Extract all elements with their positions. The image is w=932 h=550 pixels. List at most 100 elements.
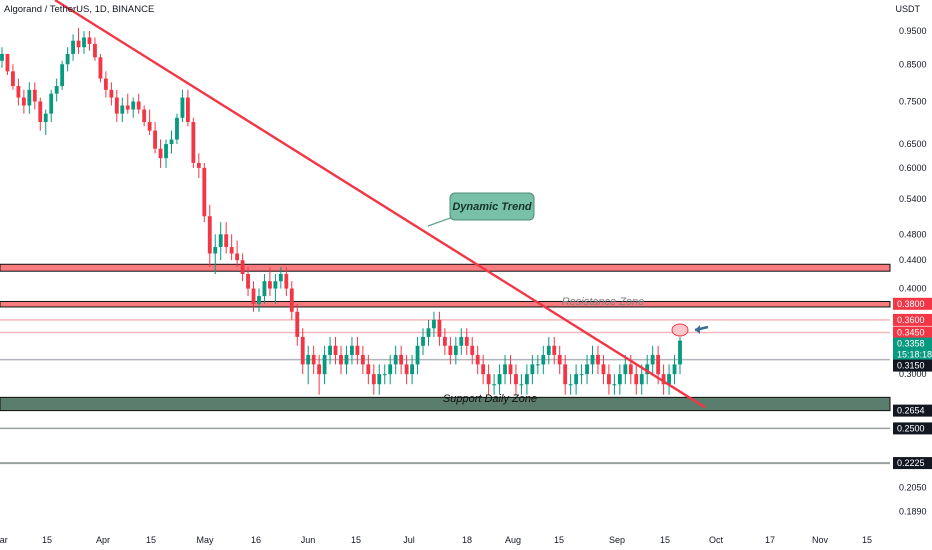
- dynamic-trend-label: Dynamic Trend: [452, 201, 532, 213]
- candle-body: [229, 246, 234, 254]
- candles: [0, 28, 682, 395]
- candle-body: [492, 384, 497, 386]
- candle-body: [628, 364, 633, 375]
- candle-body: [317, 364, 322, 375]
- y-tick-label: 0.6500: [899, 139, 927, 149]
- candle-body: [76, 40, 81, 48]
- candle-body: [289, 288, 294, 312]
- candle-body: [273, 281, 278, 289]
- y-tick-label: 0.2050: [899, 482, 927, 492]
- price-badge: [893, 404, 932, 417]
- price-badge: [893, 313, 932, 326]
- candle-body: [617, 374, 622, 385]
- price-badge-label: 0.3358: [897, 339, 925, 349]
- x-tick-label: 15: [862, 535, 872, 545]
- dynamic-trendline: [54, 0, 706, 409]
- x-tick-label: 15: [660, 535, 670, 545]
- candle-body: [207, 216, 212, 254]
- candle-body: [114, 97, 119, 114]
- price-badge-label: 0.2225: [897, 458, 925, 468]
- candle-body: [639, 374, 644, 385]
- price-badges: 0.38000.36000.34500.335815:18:180.31500.…: [893, 297, 932, 470]
- price-badge-label: 15:18:18: [897, 350, 932, 360]
- candle-body: [300, 336, 305, 365]
- x-tick-label: Apr: [96, 535, 110, 545]
- candle-body: [421, 336, 425, 346]
- candle-body: [497, 374, 502, 385]
- candle-body: [202, 167, 207, 217]
- candle-body: [382, 374, 387, 376]
- candle-body: [541, 354, 546, 365]
- candle-body: [656, 354, 661, 375]
- price-badge-label: 0.2500: [897, 423, 925, 433]
- candle-body: [142, 109, 147, 123]
- x-tick-label: Aug: [505, 535, 521, 545]
- candle-body: [322, 354, 327, 375]
- x-tick-label: Sep: [609, 535, 625, 545]
- candle-body: [464, 336, 469, 346]
- candle-body: [251, 288, 256, 304]
- candle-body: [672, 364, 677, 375]
- candle-body: [109, 89, 114, 98]
- chart-title: Algorand / TetherUS, 1D, BINANCE: [4, 4, 155, 15]
- candle-body: [432, 319, 436, 329]
- x-tick-label: Jul: [403, 535, 415, 545]
- x-tick-label: 15: [42, 535, 52, 545]
- candle-body: [93, 43, 97, 58]
- candle-body: [213, 246, 218, 254]
- price-badge-label: 0.3600: [897, 315, 925, 325]
- candle-body: [284, 274, 289, 289]
- candle-body: [399, 354, 404, 365]
- y-tick-label: 0.4000: [899, 284, 927, 294]
- candle-body: [377, 374, 382, 385]
- candle-body: [120, 105, 125, 114]
- candle-body: [475, 354, 480, 365]
- candle-body: [147, 122, 152, 131]
- candle-body: [38, 101, 43, 123]
- candle-body: [191, 122, 196, 163]
- candle-body: [623, 364, 628, 375]
- candle-body: [136, 101, 141, 110]
- candle-body: [678, 340, 682, 365]
- candle-body: [388, 364, 393, 375]
- candle-body: [574, 374, 579, 385]
- candle-body: [601, 364, 606, 375]
- candle-body: [339, 354, 343, 365]
- candle-body: [164, 144, 168, 159]
- candle-body: [43, 113, 48, 123]
- x-tick-label: Oct: [709, 535, 724, 545]
- price-badge-label: 0.3450: [897, 328, 925, 338]
- candle-body: [585, 364, 589, 375]
- candle-body: [470, 345, 475, 355]
- y-tick-label: 0.4400: [899, 255, 927, 265]
- x-tick-label: 16: [251, 535, 261, 545]
- x-tick-label: 15: [554, 535, 564, 545]
- candle-body: [131, 101, 136, 110]
- time-axis: Mar 15 Apr 15 May 16 Jun 15 Jul 18 Aug 15 Sep 15 Oct 17…: [0, 535, 872, 545]
- price-badge: [893, 422, 932, 435]
- candle-body: [158, 148, 163, 159]
- price-badge-label: 0.3150: [897, 361, 925, 371]
- candle-body: [65, 53, 70, 65]
- candle-body: [481, 364, 486, 375]
- candle-body: [524, 374, 529, 385]
- candle-body: [257, 296, 261, 304]
- price-badge: [893, 337, 932, 350]
- candle-body: [568, 384, 573, 386]
- candle-body: [650, 354, 655, 365]
- candle-body: [333, 345, 338, 355]
- y-tick-label: 0.8500: [899, 59, 927, 69]
- candle-body: [535, 364, 540, 366]
- x-tick-label: Nov: [812, 535, 829, 545]
- candle-body: [218, 234, 223, 247]
- candle-body: [453, 345, 458, 355]
- price-zones: [0, 263, 891, 412]
- zone-resistance-zone: [0, 300, 891, 308]
- candle-body: [98, 57, 103, 79]
- candle-body: [590, 354, 595, 365]
- support-zone-label: Support Daily Zone: [443, 393, 537, 405]
- price-axis: 0.9500 0.8500 0.7500 0.6500 0.6000 0.5400 0.48…: [899, 26, 927, 516]
- candle-body: [87, 37, 92, 44]
- candle-body: [169, 139, 174, 145]
- candle-body: [486, 374, 491, 385]
